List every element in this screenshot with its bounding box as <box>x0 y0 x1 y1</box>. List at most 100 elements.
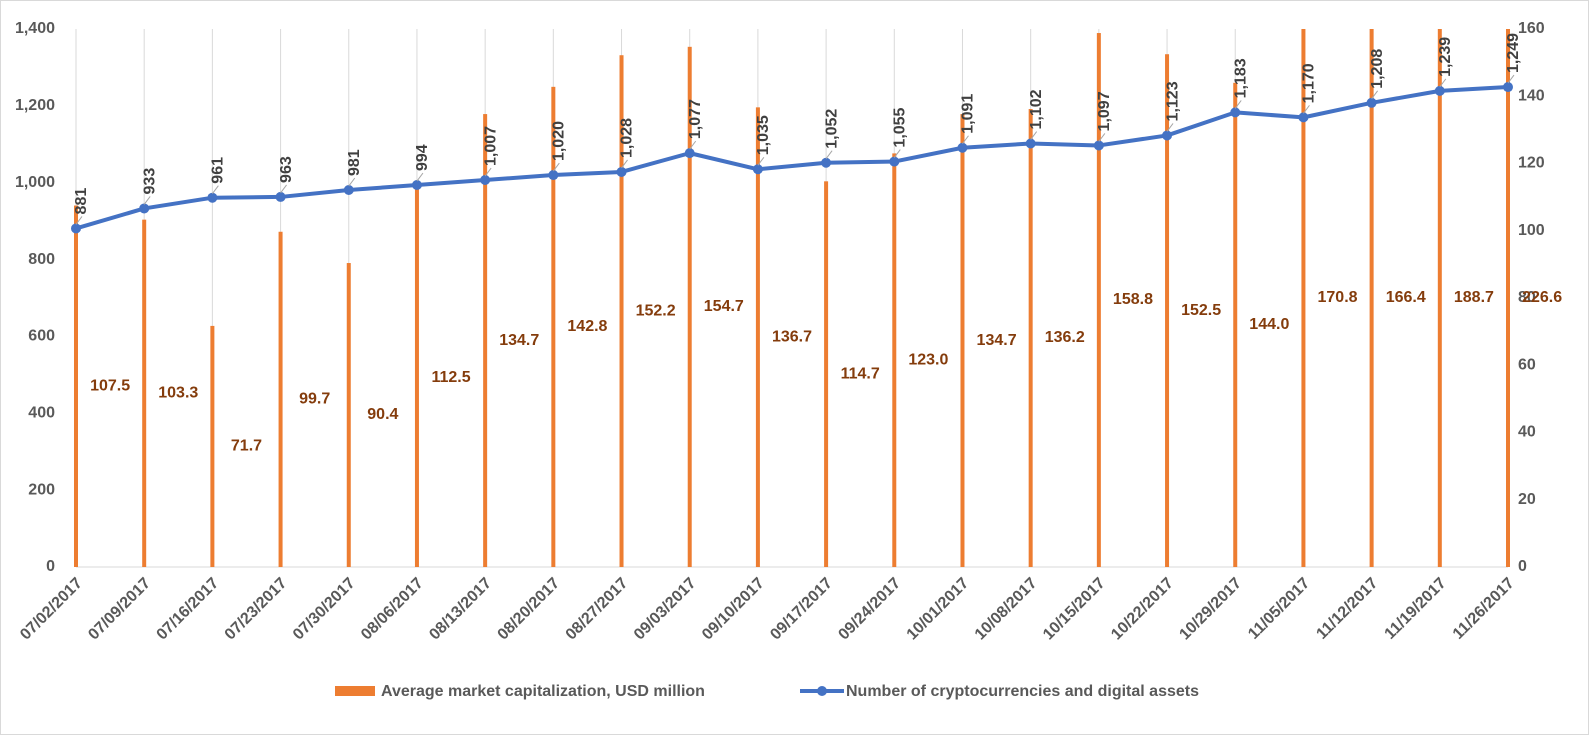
line-marker <box>411 180 422 191</box>
line-marker <box>1298 112 1309 123</box>
bar-value-label: 134.7 <box>977 332 1017 349</box>
bar-value-label: 90.4 <box>367 406 398 423</box>
line-value-label: 881 <box>73 188 90 215</box>
bar <box>1506 29 1510 567</box>
bar <box>142 219 147 567</box>
line-marker <box>616 166 627 177</box>
bar <box>414 188 419 567</box>
leader-line <box>893 149 901 158</box>
line-value-label: 1,077 <box>687 99 704 139</box>
leader-line <box>1371 90 1379 100</box>
y-tick-label: 800 <box>28 251 55 268</box>
bar <box>346 263 351 567</box>
bar-value-label: 226.6 <box>1522 289 1562 306</box>
leader-line <box>1166 123 1174 132</box>
bar-value-label: 71.7 <box>231 438 262 455</box>
line-value-label: 1,239 <box>1437 37 1454 77</box>
bar-value-label: 170.8 <box>1318 289 1358 306</box>
bar <box>1369 29 1374 568</box>
line-value-label: 1,102 <box>1028 89 1045 129</box>
leader-line <box>280 184 287 194</box>
bar-value-label: 112.5 <box>431 369 470 386</box>
y-tick-label: 1,200 <box>15 97 55 114</box>
bar <box>1437 29 1442 568</box>
bar <box>1028 109 1033 567</box>
bar-value-label: 154.7 <box>704 298 744 315</box>
y-tick-label: 0 <box>46 558 55 575</box>
leader-line <box>211 185 219 195</box>
line-marker <box>139 203 150 214</box>
line-marker <box>480 175 491 186</box>
bar-value-label: 152.2 <box>636 302 676 319</box>
bar <box>278 231 283 568</box>
legend-label: Average market capitalization, USD milli… <box>381 683 705 700</box>
bar-value-label: 107.5 <box>90 377 130 394</box>
plot-area <box>74 29 1510 568</box>
leader-line <box>484 167 492 177</box>
line-marker <box>684 148 695 159</box>
line-marker <box>275 191 286 202</box>
line-value-label: 1,028 <box>619 118 636 158</box>
leader-line <box>1439 78 1447 88</box>
leader-line <box>552 162 560 172</box>
leader-line <box>757 156 765 166</box>
line-marker <box>1093 140 1104 151</box>
bar-value-label: 188.7 <box>1454 289 1494 306</box>
leader-line <box>143 196 151 205</box>
leader-line <box>75 216 83 225</box>
bar-value-label: 103.3 <box>158 385 198 402</box>
leader-line <box>962 135 969 145</box>
line-marker <box>752 164 763 175</box>
line-value-label: 1,208 <box>1369 49 1386 89</box>
bar <box>1096 33 1101 568</box>
bar <box>687 46 692 568</box>
line-marker <box>207 192 218 203</box>
leader-line <box>825 150 833 160</box>
line-value-label: 933 <box>141 168 158 195</box>
bar <box>1165 54 1170 567</box>
leader-line <box>1234 100 1242 109</box>
leader-line <box>1030 131 1038 140</box>
line-marker <box>1503 82 1513 93</box>
leader-line <box>348 177 356 187</box>
bar-value-label: 136.7 <box>772 328 812 345</box>
bar <box>755 107 760 567</box>
bar <box>483 114 488 567</box>
line-value-label: 1,097 <box>1096 91 1113 131</box>
leader-line <box>1507 74 1515 84</box>
y-tick-label: 400 <box>28 405 55 422</box>
line-value-label: 1,020 <box>551 121 568 161</box>
line-marker <box>1162 130 1173 141</box>
line <box>75 85 1509 231</box>
y-tick-label: 1,400 <box>15 20 55 37</box>
line-value-label: 1,035 <box>755 115 772 155</box>
y2-tick-label: 160 <box>1518 20 1545 37</box>
y-tick-label: 600 <box>28 328 55 345</box>
y-tick-label: 200 <box>28 481 55 498</box>
y2-tick-label: 140 <box>1518 87 1545 104</box>
leader-line <box>416 172 424 182</box>
line-marker <box>1025 138 1036 149</box>
line-marker <box>957 142 968 153</box>
line-value-label: 1,183 <box>1232 58 1249 98</box>
legend-swatch <box>335 686 375 696</box>
line-value-label: 1,091 <box>960 94 977 134</box>
legend-swatch-marker <box>817 686 827 696</box>
line-marker <box>548 170 559 181</box>
bar-value-label: 158.8 <box>1113 291 1153 308</box>
legend-label: Number of cryptocurrencies and digital a… <box>846 683 1199 700</box>
bar <box>551 86 556 568</box>
bar <box>74 205 78 567</box>
leader-line <box>621 159 628 169</box>
bar <box>619 55 624 567</box>
line-value-label: 1,052 <box>823 109 840 149</box>
line-value-label: 963 <box>278 156 295 183</box>
y2-tick-label: 80 <box>1518 289 1536 306</box>
bar <box>1301 29 1306 568</box>
y2-tick-label: 60 <box>1518 356 1536 373</box>
line-value-label: 1,123 <box>1164 81 1181 121</box>
leader-line <box>1303 105 1310 114</box>
bar-value-label: 99.7 <box>299 391 330 408</box>
